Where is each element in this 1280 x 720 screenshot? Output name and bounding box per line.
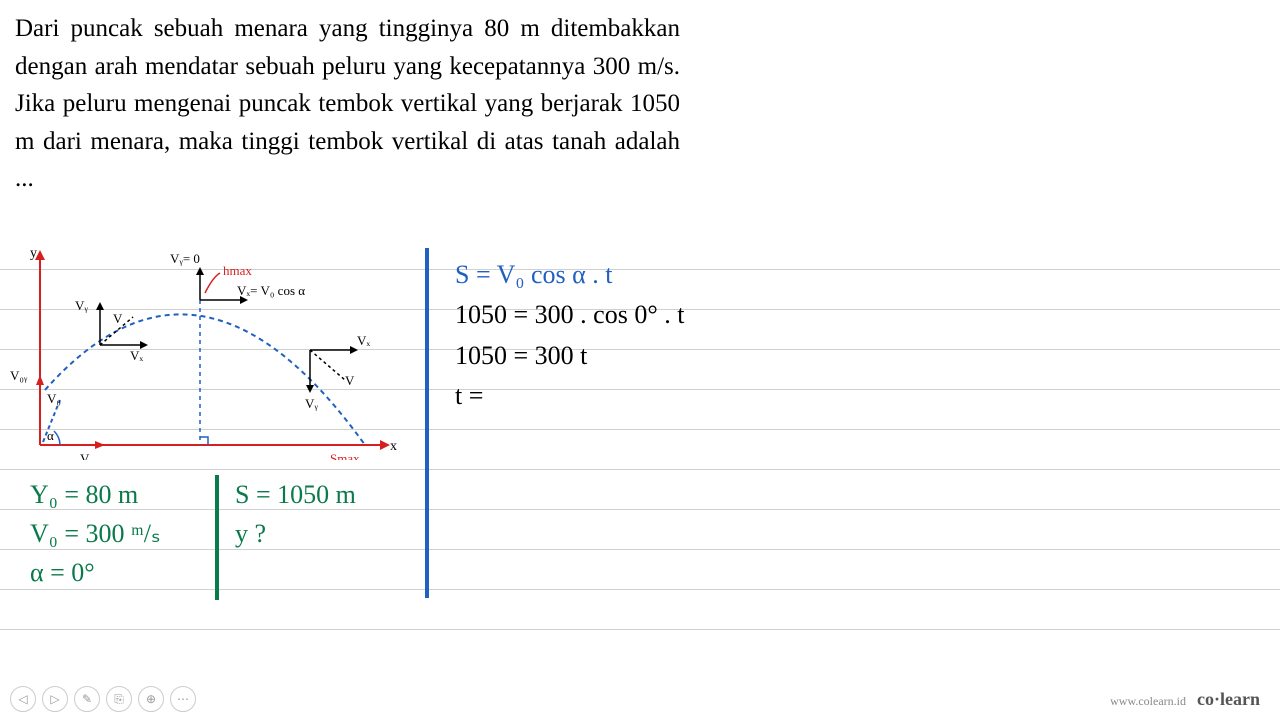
given-alpha: α = 0°: [30, 553, 161, 592]
physics-diagram: y x V₀ᵧ V₀ₓ Smax α V₀ Vᵧ= 0 Vₓ= V₀ cos α: [5, 245, 405, 460]
svg-text:Smax: Smax: [330, 451, 360, 460]
footer-brand: co·learn: [1197, 689, 1260, 709]
pen-button[interactable]: ✎: [74, 686, 100, 712]
footer-url: www.colearn.id: [1110, 694, 1186, 708]
svg-text:V: V: [113, 311, 123, 326]
solution-step3: t =: [455, 376, 684, 416]
svg-text:V₀ᵧ: V₀ᵧ: [10, 368, 28, 384]
solution-step1: 1050 = 300 . cos 0° . t: [455, 295, 684, 335]
search-button[interactable]: ⊕: [138, 686, 164, 712]
svg-text:V₀: V₀: [47, 391, 61, 406]
forward-button[interactable]: ▷: [42, 686, 68, 712]
given-v0: V₀ = 300 ᵐ/ₛ: [30, 514, 161, 553]
more-button[interactable]: ⋯: [170, 686, 196, 712]
solution-step2: 1050 = 300 t: [455, 336, 684, 376]
svg-text:Vₓ= V₀ cos α: Vₓ= V₀ cos α: [237, 283, 305, 298]
given-s: S = 1050 m: [235, 475, 356, 514]
svg-text:Vₓ: Vₓ: [130, 348, 143, 363]
back-button[interactable]: ◁: [10, 686, 36, 712]
svg-text:Vₓ: Vₓ: [357, 333, 370, 348]
given-y0: Y₀ = 80 m: [30, 475, 161, 514]
svg-text:hmax: hmax: [223, 263, 252, 278]
problem-statement: Dari puncak sebuah menara yang tingginya…: [15, 10, 680, 198]
given-divider: [215, 475, 219, 600]
footer: www.colearn.id co·learn: [1110, 689, 1260, 710]
svg-text:x: x: [390, 439, 397, 454]
solution-work: S = V₀ cos α . t 1050 = 300 . cos 0° . t…: [455, 255, 684, 416]
given-values-col1: Y₀ = 80 m V₀ = 300 ᵐ/ₛ α = 0°: [30, 475, 161, 592]
solution-divider: [425, 248, 429, 598]
svg-text:Vᵧ: Vᵧ: [75, 298, 88, 314]
svg-text:y: y: [30, 246, 37, 261]
given-values-col2: S = 1050 m y ?: [235, 475, 356, 553]
toolbar: ◁ ▷ ✎ ⎘ ⊕ ⋯: [10, 686, 196, 712]
copy-button[interactable]: ⎘: [106, 686, 132, 712]
svg-text:α: α: [47, 428, 54, 443]
solution-formula: S = V₀ cos α . t: [455, 255, 684, 295]
svg-text:V₀ₓ: V₀ₓ: [80, 451, 98, 460]
svg-text:V: V: [345, 373, 355, 388]
svg-text:Vᵧ: Vᵧ: [305, 396, 318, 412]
svg-text:Vᵧ= 0: Vᵧ= 0: [170, 251, 200, 267]
given-find: y ?: [235, 514, 356, 553]
